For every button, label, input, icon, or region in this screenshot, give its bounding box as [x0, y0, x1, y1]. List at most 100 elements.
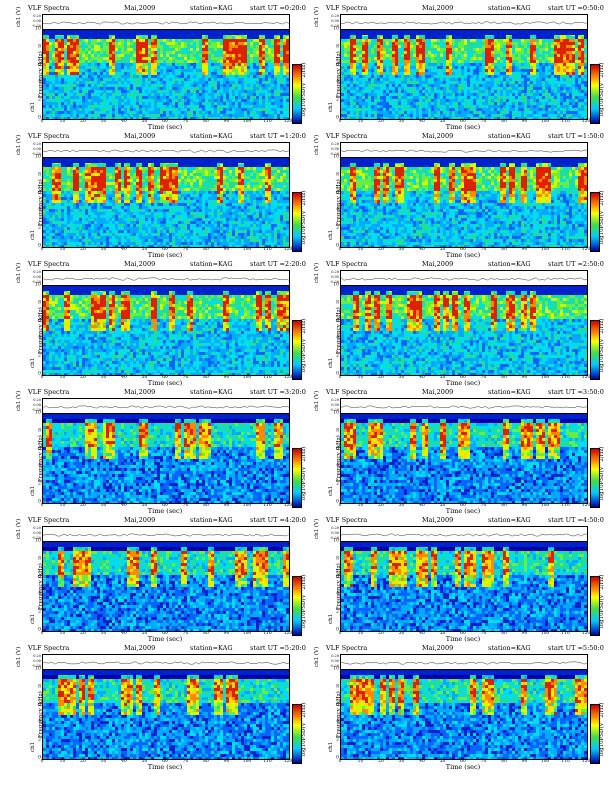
panel-header: VLF Spectra Mai,2009 station=KAG start U…	[326, 644, 604, 653]
time-tick: 70	[183, 503, 189, 508]
channel-tick: 0.20	[331, 142, 339, 146]
frequency-tick: 10	[333, 27, 339, 32]
channel-tick: 0.00	[331, 531, 339, 535]
channel-tick: 0.00	[331, 147, 339, 151]
panel-title: VLF Spectra	[28, 388, 69, 396]
time-tick: 70	[183, 759, 189, 764]
panel-station: station=KAG	[488, 644, 531, 652]
frequency-tick: 2	[336, 98, 339, 103]
time-tick: 70	[183, 375, 189, 380]
channel-trace	[340, 654, 588, 670]
panel-title: VLF Spectra	[326, 4, 367, 12]
time-tick: 100	[243, 759, 252, 764]
panel-title: VLF Spectra	[326, 644, 367, 652]
colorbar-tick: -	[301, 64, 302, 68]
frequency-tick: 6	[38, 574, 41, 579]
time-tick: 40	[121, 631, 127, 636]
waveform-line	[340, 149, 588, 153]
channel-tick: -0.20	[32, 536, 41, 540]
time-tick: 50	[440, 503, 446, 508]
time-tick: 30	[101, 759, 107, 764]
time-tick: 20	[80, 119, 86, 124]
time-tick: 40	[419, 119, 425, 124]
panel-date: Mai,2009	[422, 4, 453, 12]
panel-header: VLF Spectra Mai,2009 station=KAG start U…	[28, 388, 306, 397]
colorbar-label: log10PSD(V^2/Hz)	[301, 447, 307, 500]
colorbar-tick: -	[599, 218, 600, 222]
time-tick: 120	[582, 759, 591, 764]
channel-ticks: 0.20 0.00 -0.20	[27, 654, 41, 669]
time-tick: 110	[263, 631, 272, 636]
frequency-tick: 4	[38, 336, 41, 341]
channel-tick: -0.20	[330, 280, 339, 284]
waveform-line	[42, 21, 290, 25]
time-tick: 70	[183, 631, 189, 636]
time-tick: 10	[358, 503, 364, 508]
panel-title: VLF Spectra	[326, 132, 367, 140]
channel-tick: 0.20	[33, 398, 41, 402]
frequency-tick: 6	[336, 62, 339, 67]
colorbar-tick: -	[599, 118, 600, 122]
spectrogram-panel: VLF Spectra Mai,2009 station=KAG start U…	[312, 644, 605, 771]
time-tick: 100	[541, 631, 550, 636]
spectrogram-heatmap	[340, 413, 588, 504]
channel-tick: -0.20	[330, 408, 339, 412]
time-ticks: 0 10 20 30 40 50 60 70 80 90 100 110 120	[41, 503, 293, 509]
colorbar-tick: -	[599, 758, 600, 762]
channel-tick: 0.00	[331, 403, 339, 407]
panel-station: station=KAG	[488, 388, 531, 396]
time-axis-label: Time (sec)	[42, 251, 288, 259]
time-ticks: 0 10 20 30 40 50 60 70 80 90 100 110 120	[339, 631, 591, 637]
time-tick: 80	[501, 119, 507, 124]
colorbar-label: log10PSD(V^2/Hz)	[599, 447, 605, 500]
panel-title: VLF Spectra	[326, 260, 367, 268]
colorbar-tick: -	[301, 758, 302, 762]
frequency-tick: 8	[38, 428, 41, 433]
time-tick: 80	[203, 503, 209, 508]
channel-axis-label: ch1 (V)	[16, 135, 22, 155]
colorbar-tick: -	[301, 576, 302, 580]
panel-title: VLF Spectra	[28, 4, 69, 12]
frequency-tick: 0	[336, 244, 339, 249]
time-tick: 50	[142, 119, 148, 124]
time-tick: 80	[501, 503, 507, 508]
time-tick: 80	[501, 759, 507, 764]
time-tick: 70	[481, 631, 487, 636]
time-tick: 110	[561, 759, 570, 764]
panel-start-time: start UT =4:50:0	[548, 516, 604, 524]
time-tick: 40	[121, 247, 127, 252]
colorbar-tick: -	[301, 730, 302, 734]
channel-ticks: 0.20 0.00 -0.20	[325, 270, 339, 285]
time-tick: 40	[419, 503, 425, 508]
spectrogram-heatmap	[42, 669, 290, 760]
frequency-tick: 4	[38, 592, 41, 597]
panel-date: Mai,2009	[124, 388, 155, 396]
spectrogram-panel: VLF Spectra Mai,2009 station=KAG start U…	[14, 644, 307, 771]
channel-tick: -0.20	[32, 152, 41, 156]
time-tick: 30	[399, 247, 405, 252]
waveform-line	[42, 149, 290, 153]
channel-tick: 0.20	[33, 654, 41, 658]
frequency-ticks: 0 2 4 6 8 10	[332, 155, 340, 249]
time-tick: 40	[419, 759, 425, 764]
time-tick: 40	[419, 375, 425, 380]
channel-trace	[340, 398, 588, 414]
channel-axis-label: ch1 (V)	[16, 391, 22, 411]
time-tick: 0	[41, 503, 44, 508]
frequency-tick: 4	[336, 464, 339, 469]
panel-date: Mai,2009	[422, 644, 453, 652]
time-tick: 10	[358, 247, 364, 252]
time-tick: 80	[203, 119, 209, 124]
frequency-tick: 8	[336, 300, 339, 305]
time-tick: 90	[522, 759, 528, 764]
colorbar-tick: -	[301, 320, 302, 324]
waveform-line	[42, 405, 290, 409]
channel-tick: 0.00	[331, 275, 339, 279]
channel-tick: -0.20	[330, 152, 339, 156]
panel-date: Mai,2009	[124, 644, 155, 652]
time-tick: 100	[541, 247, 550, 252]
colorbar-label: log10PSD(V^2/Hz)	[599, 703, 605, 756]
frequency-tick: 10	[35, 411, 41, 416]
spectrogram-panel: VLF Spectra Mai,2009 station=KAG start U…	[14, 516, 307, 643]
channel-trace	[42, 270, 290, 286]
